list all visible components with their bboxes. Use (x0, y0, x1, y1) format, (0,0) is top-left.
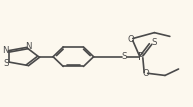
Text: S: S (122, 52, 127, 61)
Text: O: O (142, 69, 149, 78)
Text: N: N (25, 42, 31, 51)
Text: N: N (2, 46, 8, 55)
Text: P: P (138, 52, 144, 62)
Text: S: S (3, 59, 9, 68)
Text: O: O (128, 35, 135, 44)
Text: S: S (151, 38, 157, 47)
